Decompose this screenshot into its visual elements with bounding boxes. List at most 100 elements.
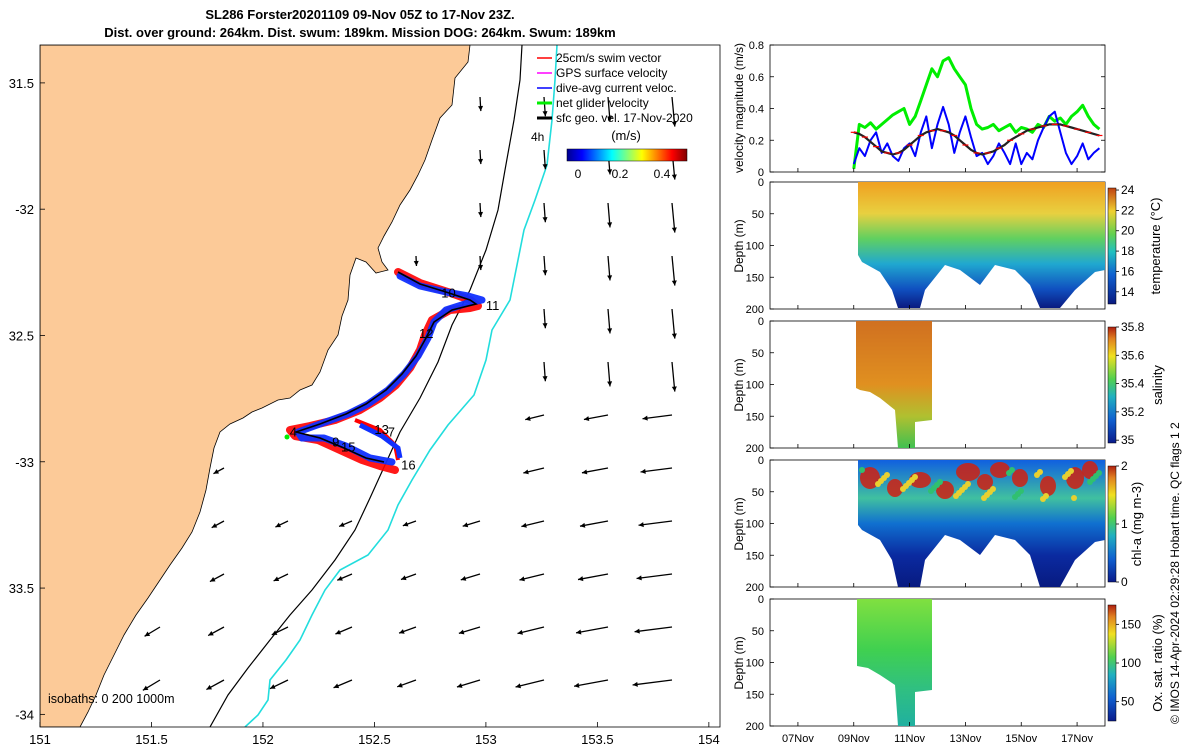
salinity-panel: Depth (m) salinity — [732, 320, 1165, 449]
oxygen-cbar-label: Ox. sat. ratio (%) — [1150, 614, 1165, 712]
temperature-ytick-label: 50 — [752, 209, 764, 221]
temperature-cbar-tick: 24 — [1121, 183, 1135, 197]
profile-panels: 0 0.2 0.4 0.6 0.8 velocity magnitude (m/s) D… — [732, 40, 1165, 745]
salinity-section — [856, 321, 932, 448]
salinity-cbar-label: salinity — [1150, 365, 1165, 405]
chla-ytick-label: 150 — [746, 550, 764, 562]
map-xtick-label: 152.5 — [358, 732, 391, 747]
speed-colorbar-tick: 0.2 — [612, 167, 629, 181]
temperature-panel: Depth (m) temperature (°C) — [732, 181, 1163, 310]
chla-ylabel: Depth (m) — [732, 497, 746, 550]
legend-label: sfc geo. vel. 17-Nov-2020 — [556, 111, 693, 125]
speed-colorbar-tick: 0.4 — [654, 167, 671, 181]
day-label: 11 — [486, 298, 500, 313]
colorbar-unit: (m/s) — [611, 128, 641, 143]
oxygen-ytick-label: 150 — [746, 689, 764, 701]
salinity-ytick-label: 100 — [746, 380, 764, 392]
glider-track-map: 10 11 12 137 4 9 15 16 151 151.5 152 152.5 153 153.5… — [9, 44, 721, 747]
plot-title-line2: Dist. over ground: 264km. Dist. swum: 18… — [104, 25, 616, 40]
map-xtick-label: 153.5 — [581, 732, 614, 747]
temperature-colorbar — [1107, 187, 1117, 305]
velocity-y-ticks: 0 0.2 0.4 0.6 0.8 — [749, 40, 1105, 179]
time-axis-ticks: 07Nov 09Nov 11Nov 13Nov 15Nov 17Nov — [782, 168, 1093, 745]
map-ytick-label: 33.5 — [9, 581, 34, 596]
temperature-ytick-label: 100 — [746, 241, 764, 253]
temperature-cbar-tick: 14 — [1121, 285, 1135, 299]
chla-panel: Depth (m) chl-a (mg m-3) — [732, 459, 1144, 588]
duration-label: 4h — [531, 130, 544, 144]
time-xtick-label: 11Nov — [894, 733, 925, 745]
map-xtick-label: 151 — [29, 732, 51, 747]
speed-colorbar-tick: 0 — [575, 167, 582, 181]
salinity-cbar-tick: 35.2 — [1121, 405, 1145, 419]
map-ytick-label: -34 — [15, 707, 34, 722]
speed-colorbar-ticks: 0 0.2 0.4 — [575, 167, 671, 181]
oxygen-section — [857, 599, 932, 726]
day-label: 10 — [441, 286, 455, 301]
oxygen-cbar-tick: 50 — [1121, 695, 1135, 709]
temperature-cbar-tick: 20 — [1121, 224, 1135, 238]
chla-ytick-label: 200 — [746, 582, 764, 594]
chla-cbar-tick: 1 — [1121, 517, 1128, 531]
temperature-section — [858, 182, 1105, 308]
salinity-cbar-tick: 35 — [1121, 433, 1135, 447]
chla-colorbar — [1107, 465, 1117, 583]
oxygen-colorbar — [1107, 604, 1117, 722]
map-ytick-label: -32 — [15, 202, 34, 217]
oxygen-cbar-tick: 100 — [1121, 656, 1141, 670]
chla-ytick-label: 0 — [758, 455, 764, 467]
speed-colorbar — [566, 148, 688, 162]
plot-title-line1: SL286 Forster20201109 09-Nov 05Z to 17-N… — [205, 7, 515, 22]
velocity-ytick-label: 0 — [758, 167, 764, 179]
salinity-cbar-tick: 35.8 — [1121, 320, 1145, 334]
temperature-ytick-label: 200 — [746, 304, 764, 316]
imos-stamp: © IMOS 14-Apr-2024 02:29:28 Hobart time.… — [1168, 422, 1182, 724]
oxygen-ytick-label: 50 — [752, 626, 764, 638]
salinity-ytick-label: 150 — [746, 411, 764, 423]
panel-axis-ticks: 0501001502001416182022240501001502003535… — [746, 177, 1145, 733]
temperature-cbar-tick: 22 — [1121, 203, 1135, 217]
oxygen-ytick-label: 0 — [758, 594, 764, 606]
chla-cbar-tick: 2 — [1121, 459, 1128, 473]
glider-track — [284, 268, 486, 474]
chla-ytick-label: 50 — [752, 487, 764, 499]
chla-high-patches — [859, 461, 1102, 502]
legend-label: dive-avg current veloc. — [556, 81, 677, 95]
map-xtick-label: 151.5 — [135, 732, 168, 747]
chla-ytick-label: 100 — [746, 519, 764, 531]
time-xtick-label: 13Nov — [950, 733, 982, 745]
salinity-ytick-label: 200 — [746, 443, 764, 455]
day-label: 16 — [401, 457, 415, 472]
oxygen-cbar-tick: 150 — [1121, 617, 1141, 631]
map-xtick-label: 152 — [252, 732, 274, 747]
chla-cbar-tick: 0 — [1121, 575, 1128, 589]
legend-label: GPS surface velocity — [556, 66, 667, 80]
map-xtick-label: 153 — [475, 732, 497, 747]
land-area — [40, 45, 471, 727]
legend-label: net glider velocity — [556, 96, 649, 110]
oxygen-ytick-label: 200 — [746, 721, 764, 733]
oxygen-panel: Depth (m) Ox. sat. ratio (%) — [732, 598, 1165, 727]
map-ytick-label: -33 — [15, 455, 34, 470]
salinity-ylabel: Depth (m) — [732, 358, 746, 411]
temperature-ytick-label: 0 — [758, 177, 764, 189]
time-xtick-label: 09Nov — [838, 733, 870, 745]
salinity-colorbar — [1107, 326, 1117, 444]
time-xtick-label: 15Nov — [1005, 733, 1037, 745]
salinity-cbar-tick: 35.4 — [1121, 377, 1145, 391]
day-label: 12 — [419, 326, 433, 341]
velocity-ytick-label: 0.2 — [749, 135, 764, 147]
velocity-panel: 0 0.2 0.4 0.6 0.8 velocity magnitude (m/s) — [732, 40, 1106, 179]
velocity-ylabel: velocity magnitude (m/s) — [732, 43, 746, 173]
map-ytick-label: 31.5 — [9, 76, 34, 91]
velocity-series-line — [852, 56, 1101, 169]
temperature-cbar-label: temperature (°C) — [1148, 198, 1163, 295]
time-xtick-label: 17Nov — [1061, 733, 1093, 745]
isobath-label: isobaths: 0 200 1000m — [48, 692, 174, 706]
temperature-ylabel: Depth (m) — [732, 219, 746, 272]
salinity-ytick-label: 0 — [758, 316, 764, 328]
salinity-ytick-label: 50 — [752, 348, 764, 360]
oxygen-ylabel: Depth (m) — [732, 636, 746, 689]
isobath-1000m — [244, 45, 558, 727]
